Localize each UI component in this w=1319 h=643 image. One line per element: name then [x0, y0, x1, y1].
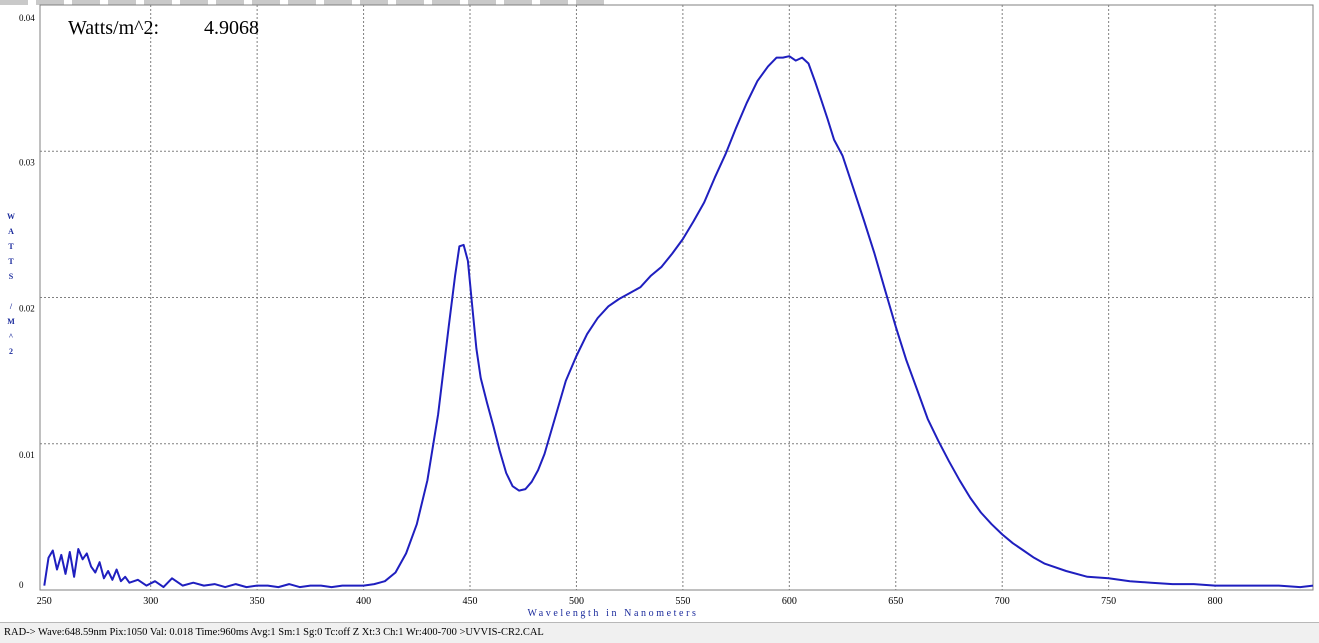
x-tick-label: 250: [37, 596, 52, 607]
grid-lines: [40, 5, 1313, 590]
x-tick-label: 800: [1208, 596, 1223, 607]
x-tick-label: 750: [1101, 596, 1116, 607]
x-tick-label: 650: [888, 596, 903, 607]
y-axis-label-char: T: [8, 242, 14, 251]
x-tick-label: 600: [782, 596, 797, 607]
y-axis-label-char: 2: [9, 347, 13, 356]
x-tick-label: 450: [463, 596, 478, 607]
y-axis-label-char: M: [7, 317, 15, 326]
y-tick-label: 0.01: [19, 450, 35, 460]
y-axis-label-char: ^: [9, 332, 14, 341]
y-axis-label-char: S: [9, 272, 14, 281]
x-tick-labels: 250 300 350 400 450 500 550 600 650 700 750 800: [37, 596, 1223, 607]
y-tick-label: 0.04: [19, 13, 35, 23]
y-tick-label: 0: [19, 580, 24, 590]
x-tick-label: 400: [356, 596, 371, 607]
x-tick-label: 550: [675, 596, 690, 607]
y-axis-label-char: A: [8, 227, 14, 236]
irradiance-readout-label: Watts/m^2:: [68, 17, 159, 39]
y-axis-label-char: W: [7, 212, 15, 221]
x-tick-label: 500: [569, 596, 584, 607]
y-axis-label-char: /: [9, 302, 13, 311]
x-axis-label: Wavelength in Nanometers: [527, 608, 698, 619]
y-axis-label-char: T: [8, 257, 14, 266]
x-tick-label: 350: [250, 596, 265, 607]
y-tick-label: 0.02: [19, 304, 35, 314]
window-top-strip: [0, 0, 610, 5]
spectrum-series-line: [43, 55, 1314, 589]
spectrum-chart: 0 0.01 0.02 0.03 0.04 250 300 350 400 450 500 550 6…: [7, 4, 1314, 619]
y-tick-labels: 0 0.01 0.02 0.03 0.04: [19, 13, 35, 590]
y-tick-label: 0.03: [19, 157, 35, 167]
status-bar: RAD-> Wave:648.59nm Pix:1050 Val: 0.018 …: [0, 622, 1319, 643]
irradiance-readout-value: 4.9068: [204, 17, 259, 39]
x-tick-label: 700: [995, 596, 1010, 607]
x-tick-label: 300: [143, 596, 158, 607]
